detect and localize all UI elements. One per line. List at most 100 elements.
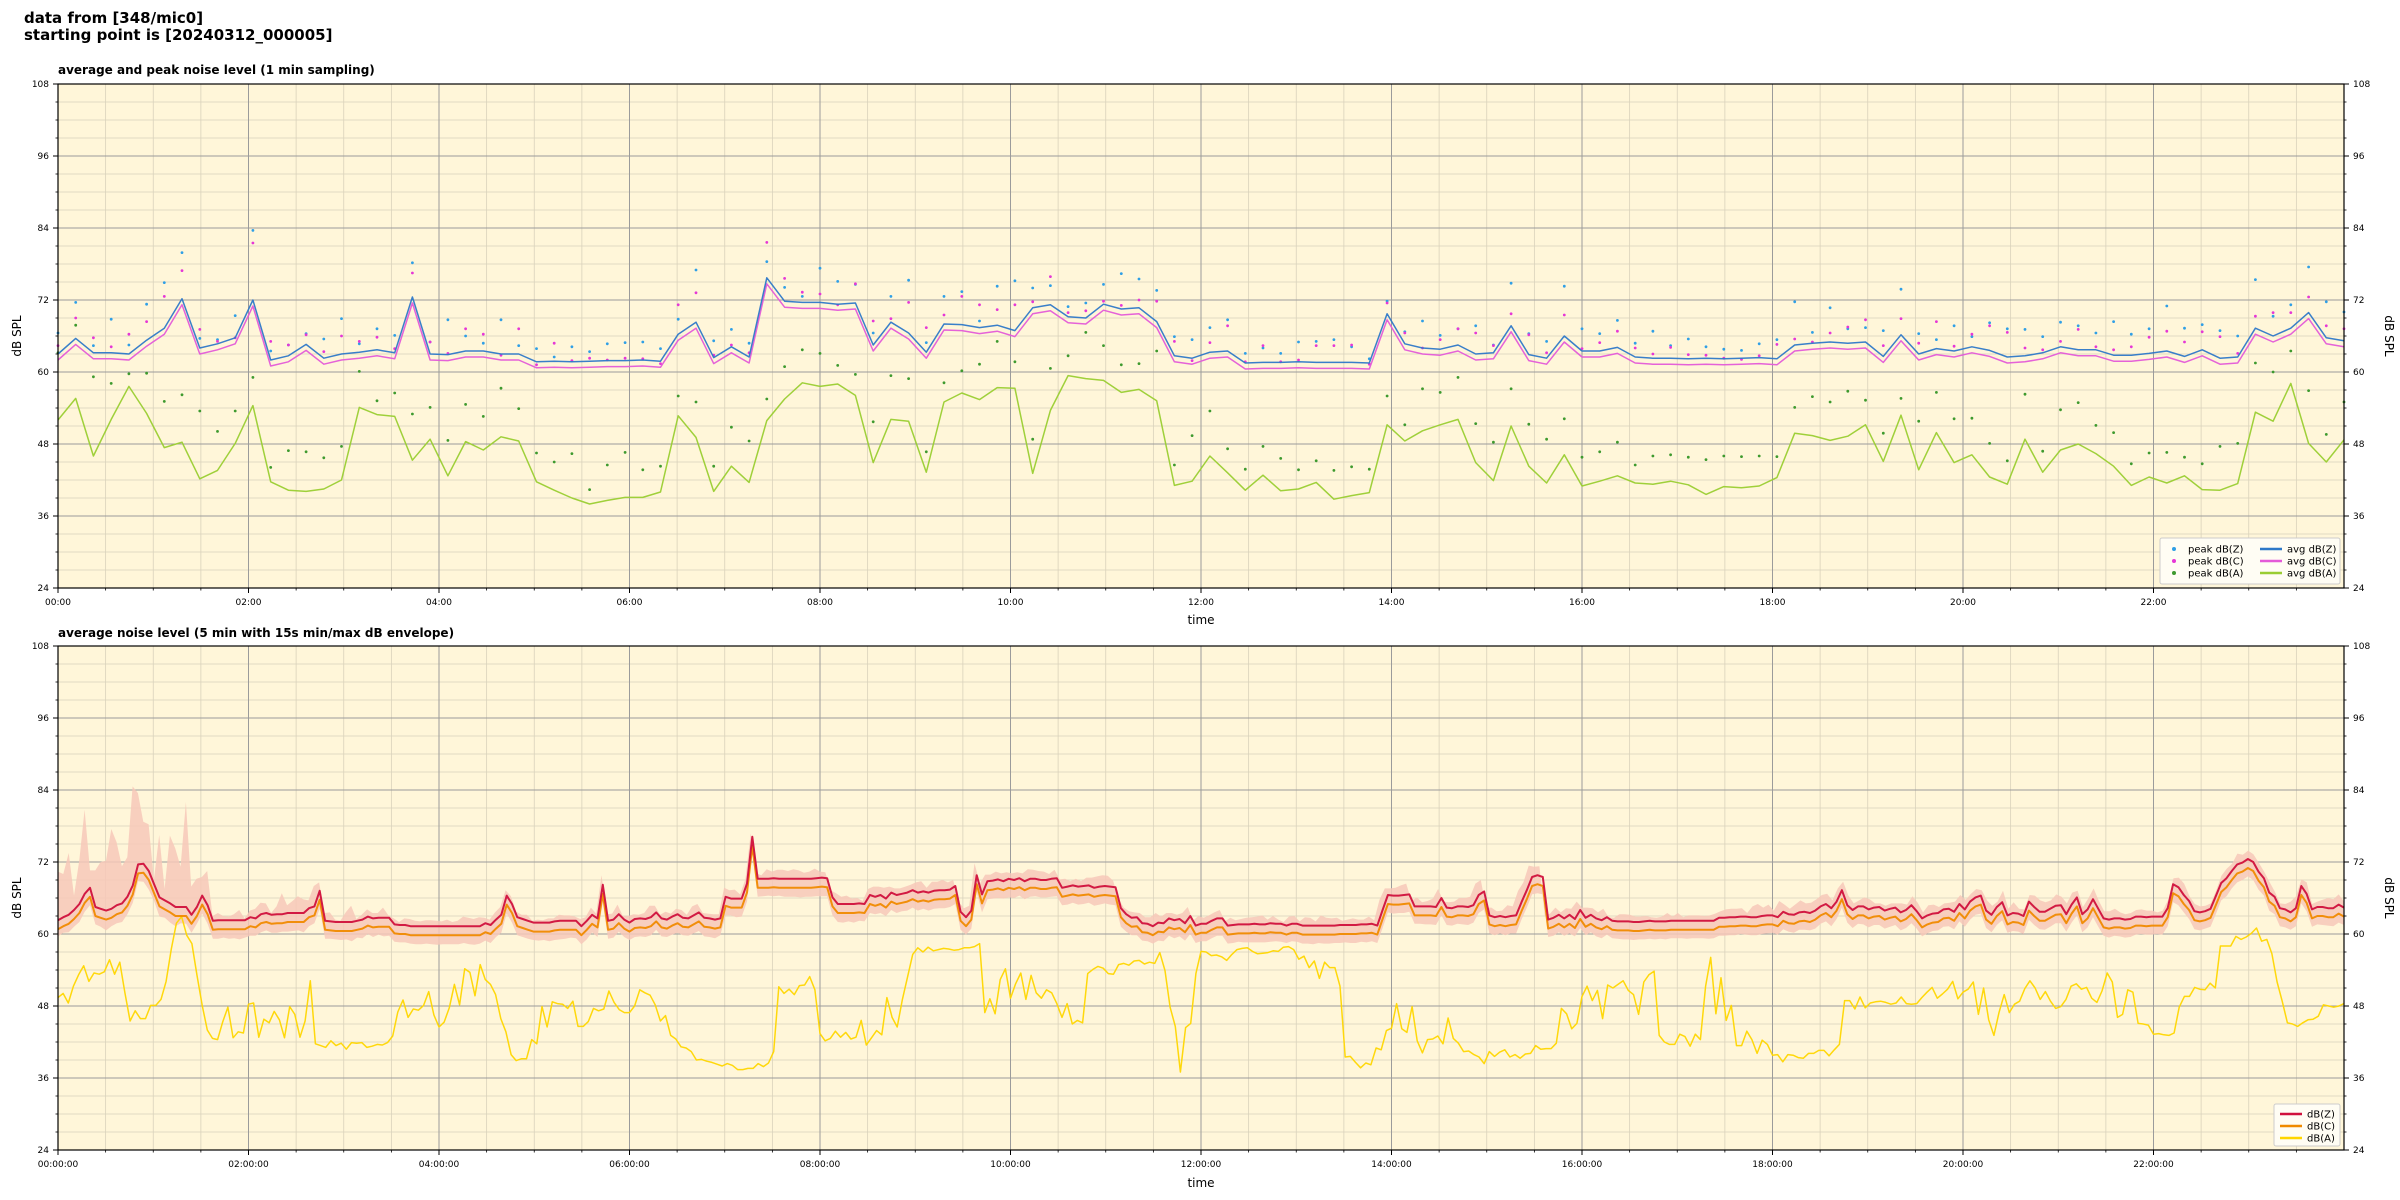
y-tick-label-right: 72 — [2353, 296, 2364, 306]
series-line-avgdbz — [57, 277, 2345, 364]
peak-point — [2059, 340, 2062, 343]
peak-point — [1438, 391, 1442, 394]
peak-point — [836, 280, 840, 283]
x-axis-label-2: time — [1187, 1176, 1214, 1190]
peak-point — [145, 320, 149, 323]
peak-point — [1190, 359, 1194, 362]
peak-point — [1952, 324, 1956, 328]
peak-point — [1509, 387, 1513, 391]
peak-point — [1155, 349, 1159, 353]
peak-point — [269, 466, 273, 469]
peak-point — [2324, 324, 2328, 328]
peak-point — [2059, 320, 2062, 324]
peak-point — [765, 397, 769, 401]
peak-point — [1119, 304, 1123, 307]
x-tick-label: 06:00:00 — [609, 1160, 650, 1170]
peak-point — [1314, 459, 1318, 463]
peak-point — [340, 445, 343, 448]
peak-point — [712, 339, 716, 343]
peak-point — [2129, 462, 2133, 466]
peak-point — [1190, 434, 1194, 437]
peak-point — [1509, 281, 1513, 285]
peak-point — [2289, 303, 2293, 307]
peak-point — [924, 326, 928, 329]
peak-point — [375, 335, 379, 339]
x-tick-label: 08:00:00 — [800, 1160, 841, 1170]
peak-point — [2218, 335, 2222, 338]
peak-point — [2236, 442, 2240, 445]
peak-point — [411, 271, 414, 275]
peak-point — [375, 327, 379, 331]
peak-point — [322, 337, 326, 341]
peak-point — [800, 290, 804, 294]
peak-point — [1208, 341, 1212, 344]
peak-point — [2324, 433, 2328, 436]
peak-point — [1616, 319, 1619, 322]
peak-point — [2165, 329, 2169, 333]
grid-1 — [57, 83, 2344, 589]
peak-point — [1722, 347, 1726, 351]
peak-point — [1403, 423, 1407, 427]
peak-point — [127, 343, 131, 347]
peak-point — [2041, 348, 2045, 352]
series-layer-1 — [56, 229, 2346, 505]
peak-point — [481, 415, 485, 418]
peak-point — [1403, 331, 1407, 335]
peak-point — [92, 375, 95, 379]
peak-point — [2271, 311, 2275, 314]
peak-point — [623, 451, 627, 454]
peak-point — [1190, 338, 1194, 341]
peak-point — [1226, 318, 1229, 322]
peak-point — [1917, 419, 1921, 423]
peak-point — [1527, 422, 1531, 426]
peak-point — [2005, 331, 2009, 334]
chart-title-1: average and peak noise level (1 min samp… — [58, 63, 375, 77]
peak-point — [1049, 275, 1052, 278]
peak-point — [747, 439, 751, 443]
peak-point — [1545, 351, 1548, 355]
peak-point — [1828, 306, 1832, 310]
peak-point — [1899, 317, 1903, 320]
peak-point — [1438, 338, 1442, 341]
peak-point — [712, 464, 716, 468]
peak-point — [233, 314, 237, 317]
y-tick-label-right: 96 — [2353, 152, 2365, 162]
peak-point — [2254, 314, 2257, 318]
peak-point — [907, 377, 910, 380]
peak-point — [1137, 277, 1141, 281]
peak-point — [1864, 326, 1867, 329]
peak-point — [322, 350, 326, 353]
peak-point — [1066, 311, 1070, 314]
peak-point — [517, 344, 521, 347]
peak-point — [1616, 329, 1619, 333]
x-tick-label: 00:00 — [45, 598, 71, 608]
peak-point — [1545, 437, 1548, 441]
peak-point — [960, 290, 964, 293]
x-tick-label: 10:00 — [998, 598, 1024, 608]
peak-point — [907, 278, 910, 282]
peak-point — [1049, 367, 1052, 370]
peak-point — [198, 337, 202, 340]
peak-point — [1492, 440, 1495, 444]
peak-point — [1119, 272, 1123, 275]
peak-point — [730, 328, 733, 331]
x-tick-label: 16:00:00 — [1562, 1160, 1603, 1170]
peak-point — [2307, 265, 2311, 269]
peak-point — [676, 317, 680, 321]
peak-point — [2023, 392, 2027, 396]
peak-point — [818, 292, 822, 296]
y-tick-label-right: 48 — [2353, 440, 2365, 450]
peak-point — [428, 340, 432, 344]
peak-point — [1474, 324, 1478, 328]
peak-point — [340, 317, 343, 320]
x-tick-label: 14:00 — [1379, 598, 1405, 608]
peak-point — [1970, 335, 1974, 338]
y-tick-label-right: 36 — [2353, 512, 2365, 522]
peak-point — [1031, 286, 1035, 290]
peak-point — [2307, 389, 2311, 392]
peak-point — [74, 323, 78, 327]
y-tick-label-right: 108 — [2353, 80, 2370, 90]
peak-point — [1793, 406, 1797, 409]
y-tick-label: 72 — [38, 858, 49, 868]
